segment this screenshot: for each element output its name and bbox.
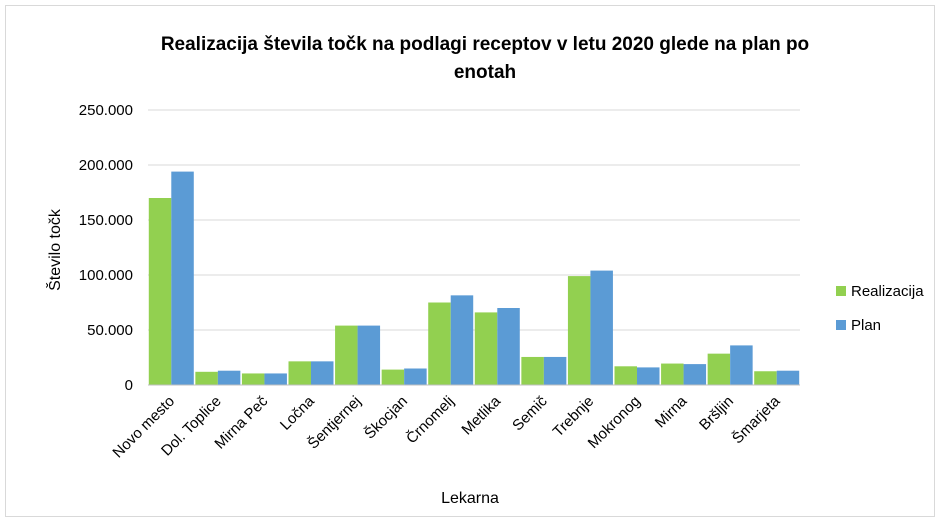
bar-plan [776,370,800,385]
bar-plan [730,345,753,385]
chart-title-line-1: Realizacija števila točk na podlagi rece… [161,34,809,55]
bar-plan [543,356,567,385]
bar-plan [590,270,613,385]
x-tick-label: Mirna [652,392,691,431]
legend-swatch [836,286,846,296]
x-axis-label: Lekarna [441,490,499,507]
y-axis-label: Število točk [45,208,64,291]
y-tick-label: 0 [125,377,133,394]
bar-realizacija [241,373,265,385]
bar-realizacija [474,312,498,385]
bar-plan [683,364,707,385]
bar-plan [637,367,660,385]
bar-realizacija [428,302,451,385]
bar-realizacija [707,353,731,385]
y-tick-label: 250.000 [79,102,133,119]
legend-label: Plan [851,317,881,334]
x-tick-label: Črnomelj [403,393,457,447]
bar-plan [171,171,194,385]
bar-plan [217,370,241,385]
gridlines [148,109,800,331]
x-tick-label: Šmarjeta [729,392,784,447]
bar-realizacija [521,356,544,385]
bar-realizacija [567,276,591,385]
x-tick-label: Semič [509,392,551,434]
bar-realizacija [288,361,311,385]
bar-realizacija [614,366,637,385]
bar-plan [311,361,334,385]
y-tick-label: 150.000 [79,212,133,229]
bar-plan [264,373,287,385]
y-tick-label: 200.000 [79,157,133,174]
bar-plan [357,325,381,385]
bar-plan [497,308,520,385]
bar-realizacija [754,371,777,385]
legend-swatch [836,320,846,330]
y-tick-label: 100.000 [79,267,133,284]
bar-realizacija [661,363,684,385]
bar-realizacija [381,369,405,385]
legend-label: Realizacija [851,283,924,300]
bar-realizacija [148,198,172,385]
bar-plan [404,368,427,385]
y-tick-labels: 0 50.000 100.000 150.000 200.000 250.000 [79,102,133,394]
x-tick-label: Metlika [458,392,504,438]
y-tick-label: 50.000 [87,322,133,339]
bar-realizacija [335,325,358,385]
x-tick-label: Ločna [277,392,318,433]
bars [148,171,800,385]
bar-realizacija [195,371,218,385]
legend: Realizacija Plan [836,283,924,334]
bar-plan [450,295,474,385]
chart-title-line-2: enotah [454,62,516,83]
x-tick-label: Bršljin [696,393,737,434]
